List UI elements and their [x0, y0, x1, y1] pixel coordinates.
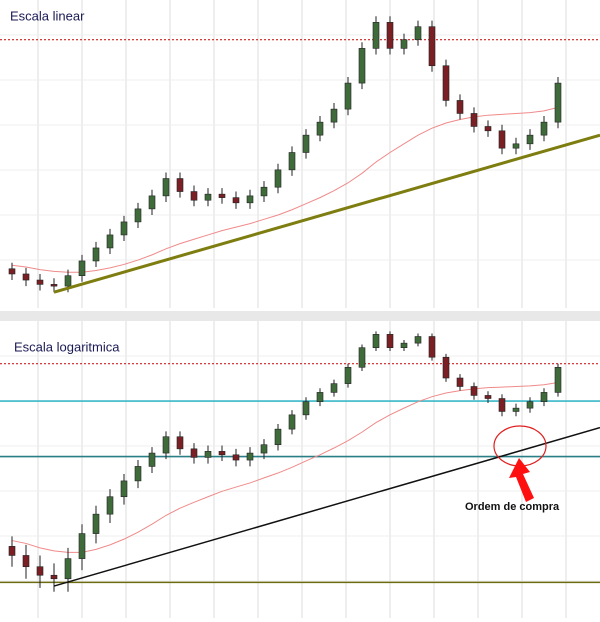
annotation: Ordem de compra	[465, 501, 560, 513]
candle-body	[400, 39, 408, 49]
candle-body	[442, 65, 450, 101]
candle-body	[484, 395, 492, 399]
candle-body	[554, 367, 562, 393]
candle-body	[260, 444, 268, 454]
candle-body	[540, 392, 548, 402]
candle-body	[288, 152, 296, 171]
candle-body	[8, 546, 16, 556]
candle-body	[134, 208, 142, 223]
candle-body	[92, 513, 100, 534]
candle-body	[78, 533, 86, 559]
candle-body	[274, 169, 282, 188]
candle-body	[330, 383, 338, 393]
candle-body	[190, 448, 198, 458]
candle-body	[358, 48, 366, 84]
candle-body	[316, 392, 324, 402]
candle-body	[246, 452, 254, 461]
candle-body	[344, 367, 352, 384]
candle-body	[498, 398, 506, 412]
buy-arrow	[509, 458, 534, 502]
candle-body	[22, 273, 30, 281]
candle-body	[344, 82, 352, 110]
candle-body	[64, 558, 72, 580]
candle-body	[176, 436, 184, 450]
candle-body	[36, 279, 44, 285]
candle-body	[120, 480, 128, 498]
trend-line	[53, 133, 600, 294]
candle-body	[106, 496, 114, 515]
candle-body	[414, 26, 422, 41]
candle-body	[274, 428, 282, 446]
candle-body	[372, 22, 380, 49]
candle-body	[302, 134, 310, 153]
panel-title: Escala logaritmica	[14, 339, 120, 354]
candle-body	[148, 195, 156, 210]
candle-body	[428, 336, 436, 358]
candle-body	[218, 451, 226, 456]
candle-body	[260, 186, 268, 197]
candle-body	[414, 336, 422, 344]
moving-average	[11, 381, 559, 553]
candle-body	[218, 193, 226, 198]
candle-body	[134, 466, 142, 482]
candle-body	[92, 247, 100, 262]
panel-title: Escala linear	[10, 8, 85, 23]
candle-body	[232, 197, 240, 204]
log-panel: Escala logaritmica	[0, 321, 600, 618]
candle-body	[456, 377, 464, 387]
candle-body	[484, 126, 492, 132]
candle-body	[386, 22, 394, 49]
trend-line	[53, 426, 600, 587]
candle-body	[204, 193, 212, 201]
candle-body	[456, 100, 464, 114]
candle-body	[470, 113, 478, 127]
candle-body	[358, 347, 366, 368]
linear-panel: Escala linear	[0, 0, 600, 308]
moving-average	[11, 106, 559, 273]
candle-body	[400, 342, 408, 349]
candle-body	[50, 574, 58, 580]
candle-body	[162, 178, 170, 197]
candle-body	[106, 234, 114, 249]
candle-body	[64, 275, 72, 287]
candle-body	[526, 134, 534, 145]
candle-body	[540, 121, 548, 136]
candle-body	[316, 121, 324, 136]
candle-body	[36, 566, 44, 576]
candle-body	[428, 26, 436, 67]
panel-separator	[0, 311, 600, 321]
candle-body	[22, 555, 30, 568]
candle-body	[50, 284, 58, 287]
candle-body	[120, 221, 128, 236]
candle-body	[442, 356, 450, 379]
candle-body	[372, 334, 380, 349]
candle-body	[246, 195, 254, 204]
candle-body	[512, 407, 520, 412]
candle-body	[78, 260, 86, 277]
candle-body	[162, 436, 170, 454]
candle-body	[470, 386, 478, 396]
candle-body	[554, 82, 562, 123]
candle-body	[232, 454, 240, 461]
candle-body	[302, 401, 310, 416]
candle-body	[8, 268, 16, 275]
candle-body	[330, 108, 338, 123]
candle-body	[526, 401, 534, 409]
candle-body	[386, 334, 394, 349]
candle-body	[190, 191, 198, 201]
candle-body	[512, 143, 520, 149]
candle-body	[176, 178, 184, 192]
candle-body	[498, 130, 506, 149]
candle-body	[288, 414, 296, 430]
candle-body	[204, 451, 212, 458]
candle-body	[148, 452, 156, 467]
